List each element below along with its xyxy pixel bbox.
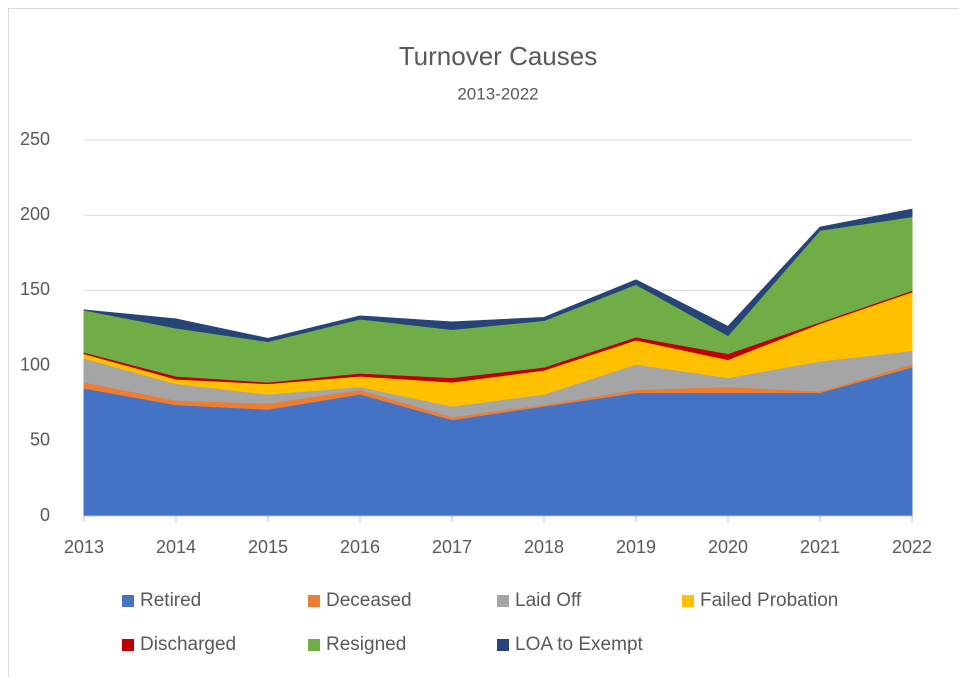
legend-item: Failed Probation [682, 590, 838, 611]
x-tick-label: 2020 [708, 537, 748, 557]
x-tick-label: 2014 [156, 537, 196, 557]
x-tick-label: 2015 [248, 537, 288, 557]
legend-item: LOA to Exempt [497, 634, 644, 655]
legend-swatch [122, 639, 134, 651]
legend-label: Discharged [140, 634, 236, 655]
legend-label: Resigned [326, 634, 406, 655]
legend-swatch [497, 639, 509, 651]
legend-swatch [308, 595, 320, 607]
y-tick-label: 250 [20, 129, 50, 149]
legend-item: Laid Off [497, 590, 582, 611]
y-tick-label: 50 [30, 430, 50, 450]
legend-label: Retired [140, 590, 201, 611]
y-tick-label: 200 [20, 204, 50, 224]
x-tick-label: 2019 [616, 537, 656, 557]
legend-label: Deceased [326, 590, 412, 611]
x-tick-label: 2016 [340, 537, 380, 557]
legend-item: Retired [122, 590, 201, 611]
chart-subtitle: 2013-2022 [457, 84, 538, 103]
legend-swatch [497, 595, 509, 607]
y-tick-label: 0 [40, 505, 50, 525]
x-tick-label: 2013 [64, 537, 104, 557]
area [83, 208, 913, 343]
legend-item: Discharged [122, 634, 236, 655]
chart-title: Turnover Causes [399, 41, 597, 71]
legend-label: Failed Probation [700, 590, 838, 611]
x-tick-label: 2022 [892, 537, 932, 557]
legend-item: Deceased [308, 590, 412, 611]
y-tick-label: 100 [20, 354, 50, 374]
legend-item: Resigned [308, 634, 406, 655]
legend-swatch [682, 595, 694, 607]
y-tick-label: 150 [20, 279, 50, 299]
legend-label: Laid Off [515, 590, 582, 611]
legend-label: LOA to Exempt [515, 634, 644, 655]
legend-swatch [122, 595, 134, 607]
legend-swatch [308, 639, 320, 651]
x-tick-label: 2017 [432, 537, 472, 557]
x-tick-label: 2018 [524, 537, 564, 557]
x-tick-label: 2021 [800, 537, 840, 557]
